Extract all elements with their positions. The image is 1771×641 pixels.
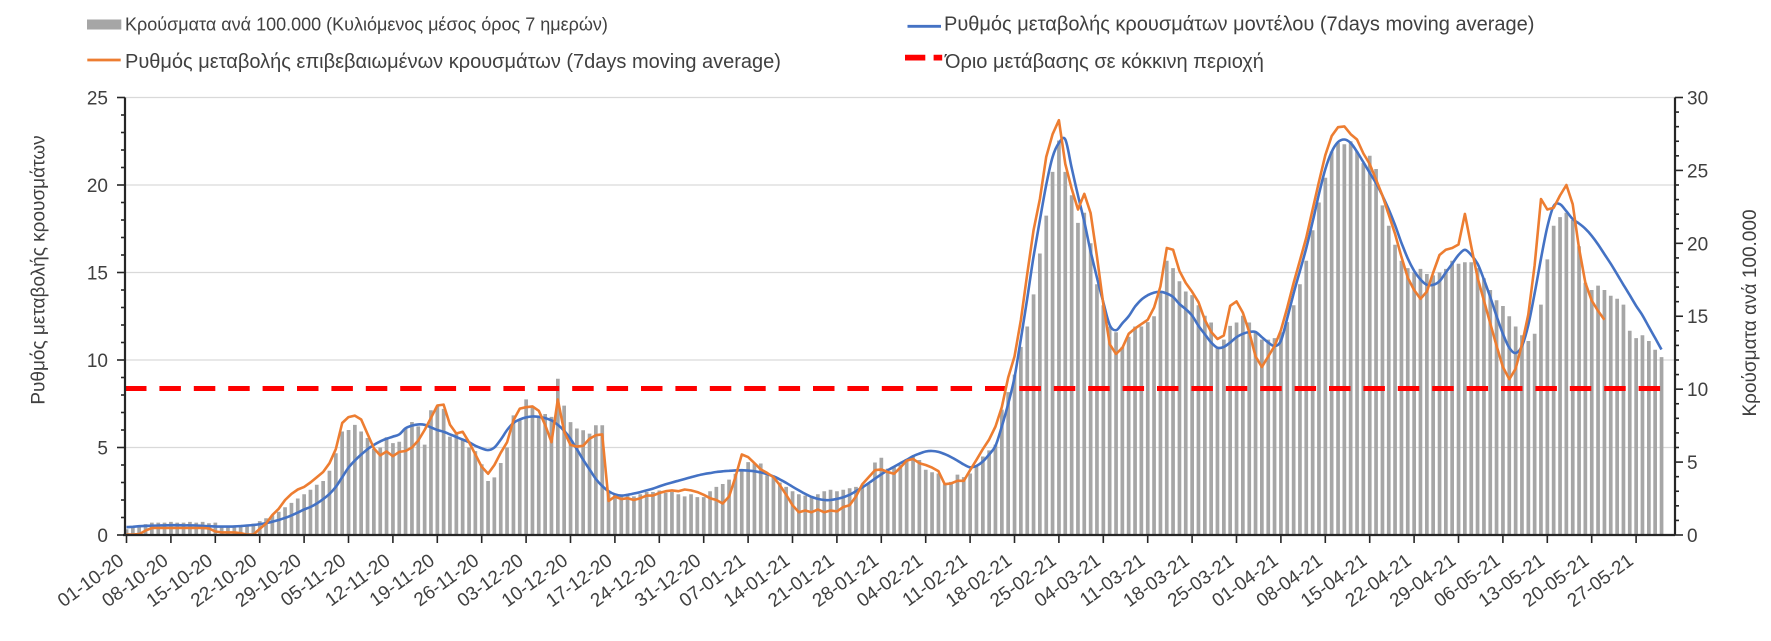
svg-text:15: 15 <box>87 264 108 285</box>
svg-text:Ρυθμός μεταβολής επιβεβαιωμένω: Ρυθμός μεταβολής επιβεβαιωμένων κρουσμάτ… <box>125 51 781 73</box>
svg-text:30: 30 <box>1687 89 1708 110</box>
svg-text:5: 5 <box>1687 453 1698 474</box>
svg-text:5: 5 <box>97 439 108 460</box>
svg-text:Ρυθμός μεταβολής κρουσμάτων: Ρυθμός μεταβολής κρουσμάτων <box>29 135 50 404</box>
svg-text:25: 25 <box>1687 161 1708 182</box>
svg-text:Κρούσματα ανά 100.000: Κρούσματα ανά 100.000 <box>1740 209 1761 416</box>
svg-text:25: 25 <box>87 89 108 110</box>
svg-text:10: 10 <box>87 351 108 372</box>
svg-text:0: 0 <box>1687 526 1698 547</box>
svg-text:0: 0 <box>97 526 108 547</box>
svg-text:Κρούσματα ανά 100.000 (Κυλιόμε: Κρούσματα ανά 100.000 (Κυλιόμενος μέσος … <box>125 15 608 35</box>
svg-text:10: 10 <box>1687 380 1708 401</box>
svg-text:Όριο μετάβασης σε κόκκινη περι: Όριο μετάβασης σε κόκκινη περιοχή <box>944 51 1264 73</box>
svg-text:20: 20 <box>1687 234 1708 255</box>
svg-text:20: 20 <box>87 176 108 197</box>
svg-text:Ρυθμός μεταβολής κρουσμάτων μο: Ρυθμός μεταβολής κρουσμάτων μοντέλου (7d… <box>944 14 1534 36</box>
svg-text:15: 15 <box>1687 307 1708 328</box>
